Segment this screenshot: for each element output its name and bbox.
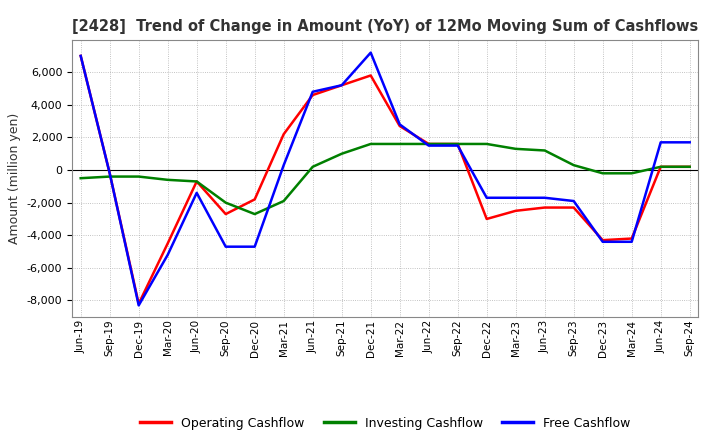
Operating Cashflow	[598, 238, 607, 243]
Operating Cashflow	[541, 205, 549, 210]
Operating Cashflow	[105, 171, 114, 176]
Legend: Operating Cashflow, Investing Cashflow, Free Cashflow: Operating Cashflow, Investing Cashflow, …	[135, 412, 635, 435]
Operating Cashflow	[192, 179, 201, 184]
Free Cashflow	[279, 162, 288, 168]
Free Cashflow	[570, 198, 578, 204]
Operating Cashflow	[657, 164, 665, 169]
Free Cashflow	[541, 195, 549, 200]
Operating Cashflow	[482, 216, 491, 222]
Free Cashflow	[135, 303, 143, 308]
Investing Cashflow	[366, 141, 375, 147]
Y-axis label: Amount (million yen): Amount (million yen)	[8, 113, 21, 244]
Investing Cashflow	[482, 141, 491, 147]
Free Cashflow	[627, 239, 636, 245]
Investing Cashflow	[395, 141, 404, 147]
Title: [2428]  Trend of Change in Amount (YoY) of 12Mo Moving Sum of Cashflows: [2428] Trend of Change in Amount (YoY) o…	[72, 19, 698, 34]
Operating Cashflow	[424, 141, 433, 147]
Free Cashflow	[338, 83, 346, 88]
Investing Cashflow	[251, 212, 259, 217]
Free Cashflow	[395, 122, 404, 127]
Free Cashflow	[598, 239, 607, 245]
Investing Cashflow	[76, 176, 85, 181]
Operating Cashflow	[395, 123, 404, 128]
Investing Cashflow	[338, 151, 346, 156]
Operating Cashflow	[135, 301, 143, 306]
Investing Cashflow	[279, 198, 288, 204]
Free Cashflow	[424, 143, 433, 148]
Operating Cashflow	[221, 212, 230, 217]
Investing Cashflow	[627, 171, 636, 176]
Investing Cashflow	[570, 162, 578, 168]
Free Cashflow	[685, 139, 694, 145]
Free Cashflow	[308, 89, 317, 95]
Investing Cashflow	[454, 141, 462, 147]
Free Cashflow	[657, 139, 665, 145]
Free Cashflow	[482, 195, 491, 200]
Investing Cashflow	[598, 171, 607, 176]
Operating Cashflow	[570, 205, 578, 210]
Line: Operating Cashflow: Operating Cashflow	[81, 56, 690, 304]
Free Cashflow	[366, 50, 375, 55]
Free Cashflow	[163, 252, 172, 257]
Free Cashflow	[105, 171, 114, 176]
Line: Free Cashflow: Free Cashflow	[81, 53, 690, 305]
Free Cashflow	[454, 143, 462, 148]
Free Cashflow	[192, 190, 201, 195]
Operating Cashflow	[251, 197, 259, 202]
Investing Cashflow	[308, 164, 317, 169]
Operating Cashflow	[685, 164, 694, 169]
Investing Cashflow	[135, 174, 143, 179]
Operating Cashflow	[308, 92, 317, 98]
Operating Cashflow	[338, 83, 346, 88]
Operating Cashflow	[163, 241, 172, 246]
Operating Cashflow	[76, 53, 85, 59]
Operating Cashflow	[454, 141, 462, 147]
Investing Cashflow	[541, 148, 549, 153]
Operating Cashflow	[366, 73, 375, 78]
Line: Investing Cashflow: Investing Cashflow	[81, 144, 690, 214]
Investing Cashflow	[105, 174, 114, 179]
Investing Cashflow	[657, 164, 665, 169]
Free Cashflow	[251, 244, 259, 249]
Investing Cashflow	[221, 200, 230, 205]
Investing Cashflow	[192, 179, 201, 184]
Operating Cashflow	[279, 132, 288, 137]
Investing Cashflow	[424, 141, 433, 147]
Operating Cashflow	[511, 208, 520, 213]
Free Cashflow	[221, 244, 230, 249]
Investing Cashflow	[163, 177, 172, 183]
Free Cashflow	[76, 53, 85, 59]
Operating Cashflow	[627, 236, 636, 241]
Investing Cashflow	[511, 146, 520, 151]
Free Cashflow	[511, 195, 520, 200]
Investing Cashflow	[685, 164, 694, 169]
